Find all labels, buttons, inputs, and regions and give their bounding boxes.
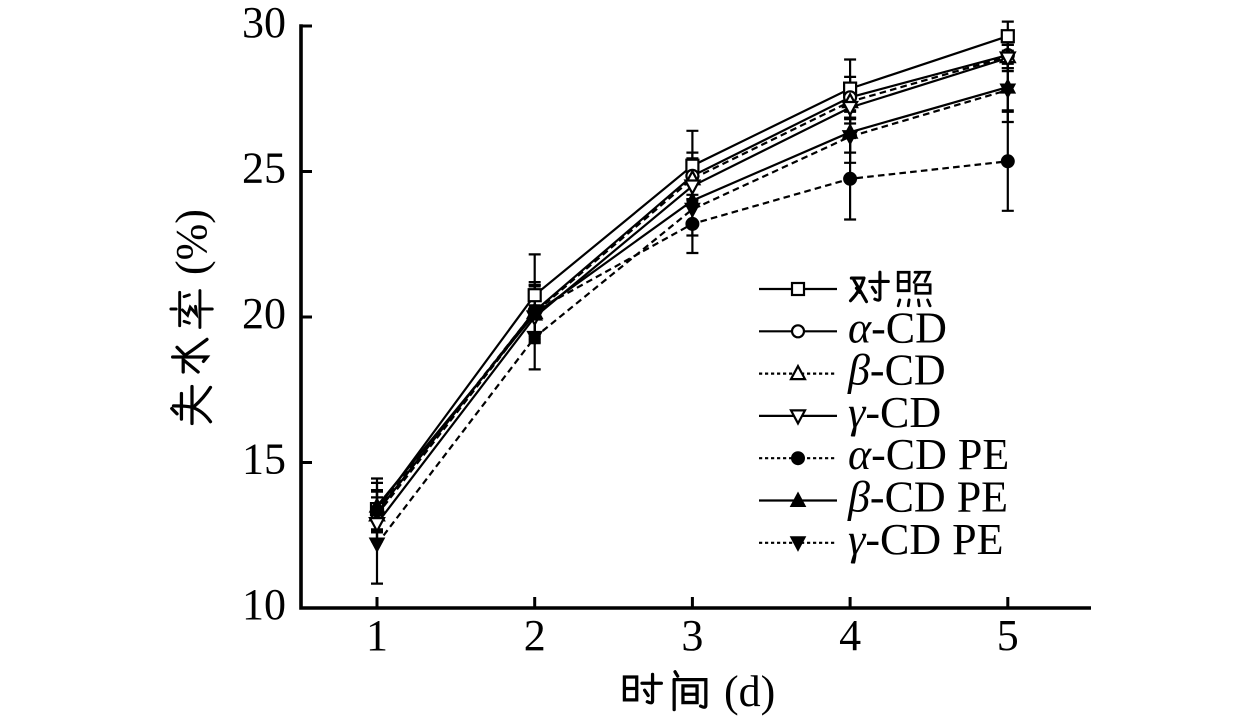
svg-text:10: 10 — [242, 580, 286, 629]
svg-text:β-CD: β-CD — [847, 346, 946, 395]
svg-text:15: 15 — [242, 435, 286, 484]
svg-text:1: 1 — [366, 611, 388, 660]
svg-text:20: 20 — [242, 289, 286, 338]
svg-text:2: 2 — [524, 611, 546, 660]
svg-text:γ-CD: γ-CD — [848, 388, 941, 437]
svg-text:(d): (d) — [724, 667, 775, 716]
svg-text:α-CD: α-CD — [848, 303, 947, 352]
svg-text:α-CD PE: α-CD PE — [848, 430, 1009, 479]
svg-text:β-CD PE: β-CD PE — [847, 473, 1008, 522]
svg-text:5: 5 — [997, 611, 1019, 660]
svg-text:3: 3 — [681, 611, 703, 660]
svg-text:30: 30 — [242, 0, 286, 47]
svg-text:4: 4 — [839, 611, 861, 660]
svg-text:(%): (%) — [167, 209, 216, 275]
svg-text:25: 25 — [242, 144, 286, 193]
svg-text:γ-CD PE: γ-CD PE — [848, 515, 1003, 564]
